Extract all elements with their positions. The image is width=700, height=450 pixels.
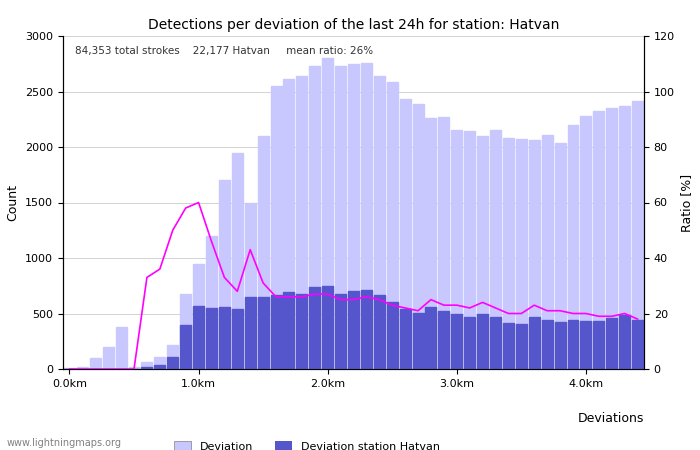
Bar (309, 287, 321, 369)
Bar (180, 293, 191, 369)
Bar (386, 302, 398, 369)
Bar (490, 317, 501, 369)
Bar (245, 202, 255, 369)
Bar (167, 345, 178, 369)
Bar (154, 357, 165, 369)
Y-axis label: Ratio [%]: Ratio [%] (680, 173, 694, 232)
Bar (219, 180, 230, 369)
Bar (619, 106, 630, 369)
Bar (270, 86, 281, 369)
Bar (490, 130, 501, 369)
Bar (219, 307, 230, 369)
Bar (335, 293, 346, 369)
Bar (193, 264, 204, 369)
Bar (528, 140, 540, 369)
Bar (477, 314, 488, 369)
Bar (335, 66, 346, 369)
Bar (619, 315, 630, 369)
Bar (438, 310, 449, 369)
Bar (594, 321, 604, 369)
Bar (90, 358, 101, 369)
Bar (116, 327, 127, 369)
Bar (632, 102, 643, 369)
Bar (296, 76, 307, 369)
Y-axis label: Count: Count (6, 184, 20, 221)
Bar (464, 317, 475, 369)
Bar (284, 79, 295, 369)
Bar (568, 125, 578, 369)
Bar (400, 309, 411, 369)
Text: Deviations: Deviations (578, 412, 644, 425)
Bar (412, 313, 423, 369)
Bar (167, 357, 178, 369)
Bar (232, 153, 243, 369)
Bar (516, 139, 527, 369)
Bar (374, 76, 385, 369)
Bar (270, 295, 281, 369)
Bar (400, 99, 411, 369)
Bar (77, 367, 88, 369)
Bar (568, 320, 578, 369)
Text: 84,353 total strokes    22,177 Hatvan     mean ratio: 26%: 84,353 total strokes 22,177 Hatvan mean … (75, 46, 372, 56)
Bar (438, 117, 449, 369)
Bar (245, 297, 255, 369)
Text: www.lightningmaps.org: www.lightningmaps.org (7, 438, 122, 448)
Bar (452, 314, 462, 369)
Bar (154, 364, 165, 369)
Bar (386, 81, 398, 369)
Bar (594, 112, 604, 369)
Bar (322, 286, 333, 369)
Bar (348, 64, 359, 369)
Bar (374, 295, 385, 369)
Bar (348, 291, 359, 369)
Bar (464, 131, 475, 369)
Bar (554, 143, 566, 369)
Bar (528, 317, 540, 369)
Bar (606, 319, 617, 369)
Bar (426, 118, 437, 369)
Bar (232, 309, 243, 369)
Bar (296, 293, 307, 369)
Bar (632, 320, 643, 369)
Bar (554, 322, 566, 369)
Bar (580, 116, 592, 369)
Bar (477, 136, 488, 369)
Bar (503, 138, 514, 369)
Bar (361, 63, 372, 369)
Bar (309, 66, 321, 369)
Bar (580, 321, 592, 369)
Bar (141, 362, 153, 369)
Title: Detections per deviation of the last 24h for station: Hatvan: Detections per deviation of the last 24h… (148, 18, 559, 32)
Bar (129, 367, 139, 369)
Bar (193, 306, 204, 369)
Bar (361, 290, 372, 369)
Bar (258, 136, 269, 369)
Bar (542, 320, 553, 369)
Bar (284, 292, 295, 369)
Bar (141, 367, 153, 369)
Bar (426, 307, 437, 369)
Bar (542, 135, 553, 369)
Bar (322, 58, 333, 369)
Bar (258, 297, 269, 369)
Bar (206, 308, 217, 369)
Bar (503, 323, 514, 369)
Bar (180, 325, 191, 369)
Bar (452, 130, 462, 369)
Bar (516, 324, 527, 369)
Bar (412, 104, 423, 369)
Bar (103, 347, 113, 369)
Bar (206, 236, 217, 369)
Bar (606, 108, 617, 369)
